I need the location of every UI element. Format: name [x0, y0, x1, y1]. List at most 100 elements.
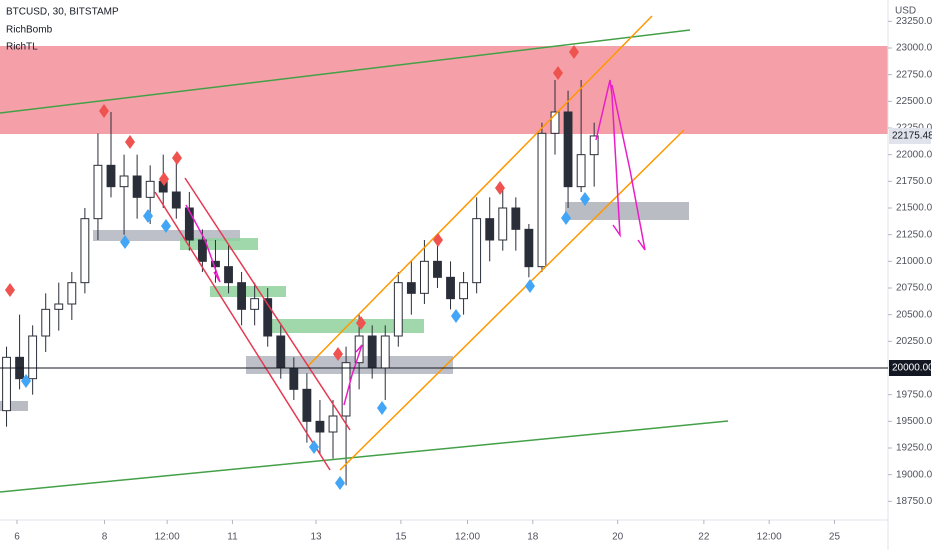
- candle-body: [250, 298, 260, 310]
- candle-body: [576, 154, 586, 188]
- candle-body: [406, 282, 416, 294]
- candle-body: [328, 415, 338, 433]
- y-tick-label: 23000.00: [896, 43, 932, 54]
- y-axis-label: USD: [895, 6, 916, 17]
- signal-diamond: [159, 172, 169, 186]
- y-tick-label: 21750.00: [896, 176, 932, 187]
- arrow: [343, 344, 363, 406]
- arrow: [595, 79, 621, 238]
- y-tick-label: 18750.00: [896, 496, 932, 507]
- candle-body: [524, 228, 534, 268]
- gray-zone: [93, 230, 240, 241]
- candle-body: [41, 308, 51, 337]
- candle-body: [119, 175, 129, 188]
- y-tick-label: 22000.00: [896, 149, 932, 160]
- signal-diamond: [569, 45, 579, 59]
- channel-line: [339, 129, 685, 471]
- signal-diamond: [5, 283, 15, 297]
- candle-body: [80, 218, 90, 284]
- candle-body: [224, 266, 233, 284]
- arrow: [185, 204, 221, 283]
- y-tick-label: 21500.00: [896, 203, 932, 214]
- y-tick-label: 23250.00: [896, 16, 932, 27]
- signal-diamond: [525, 279, 535, 293]
- x-tick-label: 12:00: [155, 532, 180, 543]
- resistance-zone: [0, 46, 888, 134]
- candle-body: [393, 282, 403, 337]
- candle-body: [498, 207, 508, 241]
- x-tick-label: 13: [310, 532, 322, 543]
- x-tick-label: 22: [698, 532, 710, 543]
- y-tick-label: 19500.00: [896, 416, 932, 427]
- price-label: 22175.48: [892, 131, 932, 142]
- price-label: 20000.00: [892, 363, 932, 374]
- candle-body: [459, 282, 469, 300]
- y-tick-label: 22750.00: [896, 69, 932, 80]
- trend-line: [0, 420, 729, 493]
- signals: [5, 45, 590, 490]
- signal-diamond: [161, 219, 171, 233]
- candle-body: [472, 218, 482, 284]
- signal-diamond: [125, 135, 135, 149]
- y-tick-label: 20500.00: [896, 309, 932, 320]
- y-tick-label: 20250.00: [896, 336, 932, 347]
- gray-zone: [0, 401, 28, 411]
- indicator-name: RichTL: [6, 42, 38, 53]
- x-tick-label: 11: [227, 532, 238, 543]
- candle-body: [28, 335, 38, 380]
- signal-diamond: [377, 401, 387, 415]
- candle-body: [67, 282, 77, 305]
- signal-diamond: [335, 476, 345, 490]
- signal-diamond: [495, 181, 505, 195]
- indicator-name: RichBomb: [6, 25, 53, 36]
- candles: [2, 80, 599, 486]
- green-zone: [210, 286, 286, 297]
- signal-diamond: [120, 235, 130, 249]
- candle-body: [485, 218, 495, 241]
- candle-body: [302, 388, 312, 422]
- signal-diamond: [451, 309, 461, 323]
- drawings: [0, 15, 729, 493]
- candle-body: [589, 135, 599, 156]
- y-tick-label: 20750.00: [896, 283, 932, 294]
- channel-line: [184, 177, 351, 431]
- x-tick-label: 8: [102, 532, 108, 543]
- candle-body: [419, 260, 429, 294]
- x-tick-label: 20: [612, 532, 624, 543]
- y-tick-label: 21250.00: [896, 229, 932, 240]
- arrow: [611, 84, 646, 251]
- candle-body: [145, 180, 155, 198]
- candle-body: [563, 111, 573, 188]
- signal-diamond: [333, 347, 343, 361]
- candle-body: [315, 420, 325, 433]
- channel-line: [307, 15, 653, 367]
- candle-body: [367, 335, 377, 369]
- channel-line: [154, 191, 331, 471]
- signal-diamond: [580, 192, 590, 206]
- candle-body: [171, 191, 181, 209]
- candle-body: [550, 111, 560, 134]
- zones: [0, 46, 888, 411]
- candle-body: [511, 207, 521, 230]
- signal-diamond: [309, 440, 319, 454]
- candle-body: [289, 367, 299, 390]
- price-label-box: [889, 127, 931, 144]
- candle-body: [2, 356, 11, 412]
- x-tick-label: 12:00: [455, 532, 480, 543]
- chart-title: BTCUSD, 30, BITSTAMP: [6, 7, 119, 18]
- y-tick-label: 19250.00: [896, 443, 932, 454]
- candle-body: [237, 282, 247, 310]
- y-tick-label: 21000.00: [896, 256, 932, 267]
- y-tick-label: 19000.00: [896, 469, 932, 480]
- candle-body: [263, 298, 273, 337]
- candle-body: [380, 335, 390, 369]
- signal-diamond: [143, 209, 153, 223]
- x-tick-label: 15: [395, 532, 407, 543]
- x-tick-label: 18: [527, 532, 539, 543]
- candle-body: [93, 164, 103, 220]
- price-label-box: [889, 360, 931, 376]
- candle-body: [132, 175, 142, 198]
- candle-body: [537, 132, 547, 268]
